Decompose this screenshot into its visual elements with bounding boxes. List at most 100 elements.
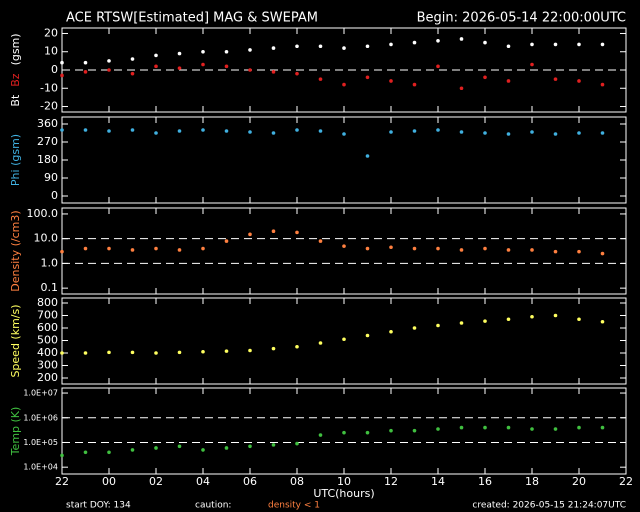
data-point — [342, 82, 346, 87]
legend-entry: Bt — [9, 94, 22, 107]
y-tick-label: 20 — [44, 26, 58, 39]
x-tick-label: 20 — [572, 475, 586, 488]
x-tick-label: 02 — [149, 475, 163, 488]
data-point — [248, 232, 252, 237]
data-point — [248, 68, 252, 72]
data-point — [389, 329, 393, 334]
y-tick-label: -20 — [40, 100, 58, 113]
data-point — [60, 73, 64, 78]
data-point — [295, 71, 299, 76]
data-point — [389, 130, 393, 134]
data-point — [60, 128, 64, 132]
data-point — [389, 428, 393, 433]
x-tick-label: 08 — [290, 475, 304, 488]
x-tick-label: 04 — [196, 475, 210, 488]
x-tick-label: 06 — [243, 475, 257, 488]
data-point — [365, 246, 370, 251]
data-point — [295, 441, 299, 446]
created-time: created: 2026-05-15 21:24:07UTC — [472, 501, 626, 511]
data-point — [201, 246, 205, 251]
x-tick-label: 14 — [431, 475, 445, 488]
data-point — [177, 248, 182, 252]
begin-time: Begin: 2026-05-14 22:00:00UTC — [417, 11, 626, 26]
y-tick-label: 1.0E+06 — [23, 413, 58, 422]
y-tick-label: 500 — [37, 334, 58, 347]
data-point — [248, 444, 252, 449]
data-point — [530, 248, 534, 252]
data-point — [459, 321, 464, 325]
data-point — [224, 446, 229, 450]
y-tick-label: 0.1 — [41, 281, 59, 294]
data-point — [83, 351, 88, 355]
data-point — [436, 427, 440, 431]
data-point — [553, 313, 558, 318]
y-axis-title: Phi (gsm) — [9, 134, 22, 186]
data-point — [295, 230, 299, 235]
y-tick-label: 10 — [44, 45, 58, 58]
chart-title: ACE RTSW[Estimated] MAG & SWEPAM — [66, 11, 318, 26]
data-point — [365, 44, 370, 49]
data-point — [483, 40, 487, 45]
data-point — [436, 38, 440, 43]
caution-note: density < 1 — [268, 501, 320, 511]
data-point — [577, 249, 581, 254]
data-point — [130, 248, 135, 252]
data-point — [389, 245, 393, 250]
data-point — [412, 129, 417, 133]
y-tick-label: 1.0E+07 — [23, 389, 58, 398]
data-point — [365, 430, 370, 435]
data-point — [177, 51, 182, 56]
data-point — [483, 131, 487, 135]
data-point — [83, 70, 88, 74]
y-tick-label: 360 — [37, 117, 58, 130]
y-tick-label: -10 — [40, 81, 58, 94]
y-tick-label: 200 — [37, 371, 58, 384]
y-axis-label: Phi (gsm) — [9, 134, 22, 186]
data-point — [436, 128, 440, 132]
data-point — [342, 46, 346, 50]
data-point — [248, 130, 252, 134]
data-point — [154, 53, 158, 58]
data-point — [530, 427, 534, 431]
data-point — [600, 42, 605, 47]
data-point — [600, 251, 605, 256]
data-point — [577, 425, 581, 430]
data-point — [60, 60, 64, 65]
data-point — [530, 42, 534, 47]
y-tick-label: 400 — [37, 346, 58, 359]
data-point — [224, 129, 229, 133]
data-point — [365, 154, 370, 158]
data-point — [318, 433, 323, 437]
y-axis-title: Temp (K) — [9, 407, 22, 457]
panel-frame — [61, 116, 627, 204]
data-point — [248, 348, 252, 353]
data-point — [553, 42, 558, 47]
data-point — [130, 128, 135, 132]
data-point — [318, 239, 323, 243]
data-point — [177, 350, 182, 355]
y-axis-label: Temp (K) — [9, 407, 22, 457]
y-tick-label: 180 — [37, 153, 58, 166]
y-axis-label: Density (/cm3) — [9, 210, 22, 291]
data-point — [201, 128, 205, 132]
data-point — [600, 82, 605, 87]
data-point — [553, 77, 558, 81]
data-point — [577, 131, 581, 135]
data-point — [130, 71, 135, 76]
data-point — [342, 132, 346, 136]
data-point — [553, 132, 558, 136]
data-point — [342, 337, 346, 342]
y-tick-label: 1.0E+04 — [23, 463, 58, 472]
data-point — [506, 132, 511, 136]
data-point — [389, 79, 393, 83]
data-point — [577, 317, 581, 322]
legend-entry: Bz — [9, 73, 22, 87]
data-point — [154, 64, 158, 69]
data-point — [412, 40, 417, 45]
data-point — [224, 239, 229, 243]
x-tick-label: 16 — [478, 475, 492, 488]
data-point — [412, 428, 417, 433]
data-point — [389, 42, 393, 47]
data-point — [83, 60, 88, 65]
data-point — [154, 131, 158, 135]
